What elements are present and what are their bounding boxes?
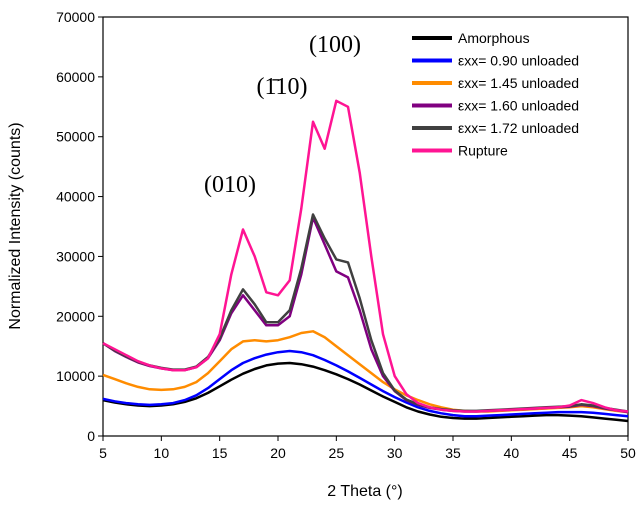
x-tick-label: 15 <box>212 445 228 461</box>
x-tick-label: 35 <box>445 445 461 461</box>
y-tick-label: 60000 <box>56 69 95 85</box>
x-tick-label: 10 <box>154 445 170 461</box>
x-axis-label: 2 Theta (°) <box>327 483 402 500</box>
x-tick-label: 20 <box>270 445 286 461</box>
x-tick-label: 50 <box>620 445 636 461</box>
y-tick-label: 70000 <box>56 9 95 25</box>
plot-frame <box>102 16 629 437</box>
legend-label: Amorphous <box>458 30 530 46</box>
annotation: (1̄10) <box>256 74 307 100</box>
x-tick-label: 30 <box>387 445 403 461</box>
x-tick-label: 40 <box>504 445 520 461</box>
series-line <box>102 349 629 418</box>
y-tick-label: 40000 <box>56 189 95 205</box>
x-tick-label: 5 <box>99 445 107 461</box>
x-tick-label: 45 <box>562 445 578 461</box>
y-tick-label: 50000 <box>56 129 95 145</box>
y-tick-label: 30000 <box>56 248 95 264</box>
legend-label: εxx= 1.60 unloaded <box>458 98 579 114</box>
annotation: (010) <box>204 172 256 198</box>
y-tick-label: 20000 <box>56 308 95 324</box>
annotation: (100) <box>309 32 361 58</box>
legend-label: Rupture <box>458 143 508 159</box>
legend-label: εxx= 1.45 unloaded <box>458 75 579 91</box>
series-line <box>102 99 629 413</box>
series-line <box>102 361 629 423</box>
x-tick-label: 25 <box>329 445 345 461</box>
y-tick-label: 0 <box>87 428 95 444</box>
legend-label: εxx= 1.72 unloaded <box>458 120 579 136</box>
y-tick-label: 10000 <box>56 368 95 384</box>
y-axis-label: Normalized Intensity (counts) <box>7 122 24 329</box>
legend-label: εxx= 0.90 unloaded <box>458 53 579 69</box>
